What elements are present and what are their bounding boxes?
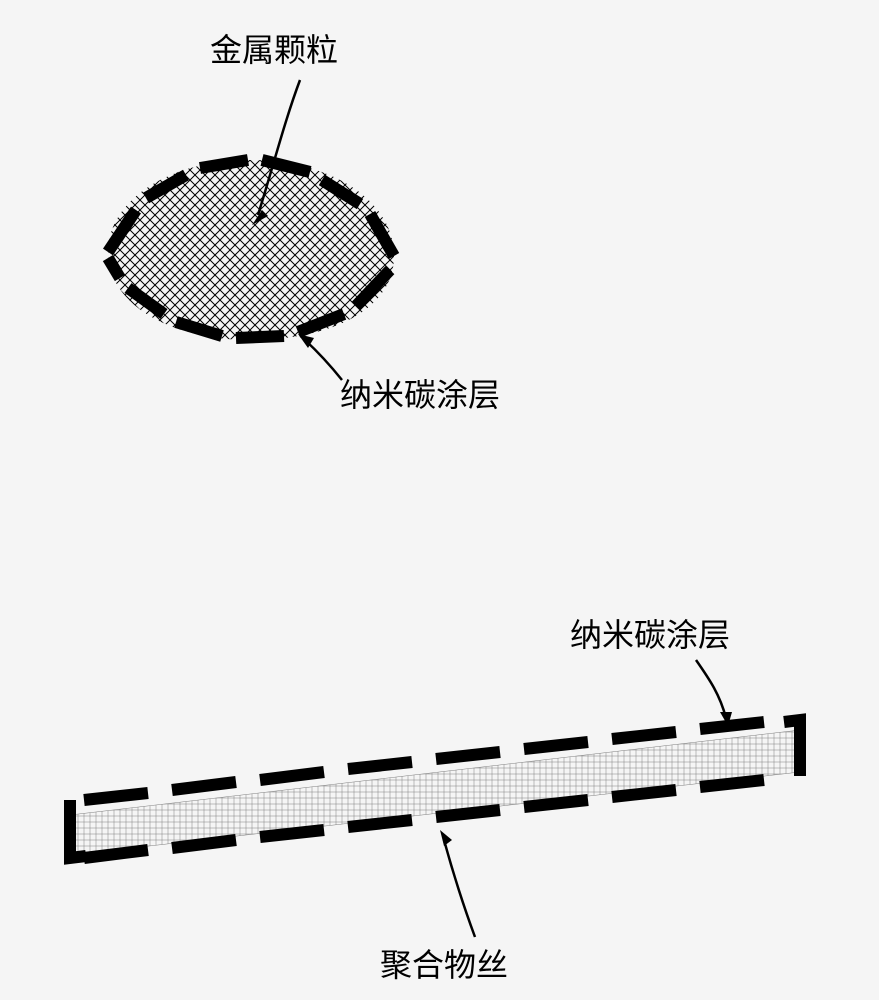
label-polymer-wire: 聚合物丝 <box>380 940 508 986</box>
diagram-canvas <box>0 0 879 1000</box>
label-nano-carbon-bottom: 纳米碳涂层 <box>570 610 730 656</box>
label-nano-carbon-top: 纳米碳涂层 <box>340 370 500 416</box>
label-metal-particle: 金属颗粒 <box>210 25 338 71</box>
metal-particle <box>108 160 394 340</box>
